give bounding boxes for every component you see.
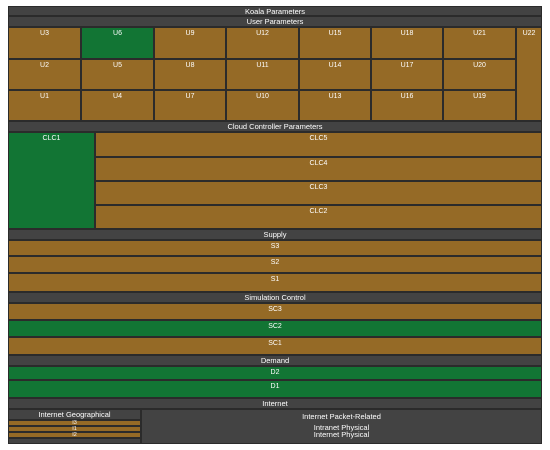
clc-clc3[interactable]: CLC3 <box>95 181 542 205</box>
internet-header-label: Internet <box>262 399 288 408</box>
user-param-u1[interactable]: U1 <box>8 90 81 121</box>
user-param-u9[interactable]: U9 <box>154 27 226 59</box>
user-param-u3-label: U3 <box>40 30 49 37</box>
demand-d2[interactable]: D2 <box>8 366 542 380</box>
demand-d1[interactable]: D1 <box>8 380 542 398</box>
user-param-u11-label: U11 <box>256 62 269 69</box>
user-param-u18[interactable]: U18 <box>371 27 443 59</box>
demand-header: Demand <box>8 355 542 366</box>
user-param-u2[interactable]: U2 <box>8 59 81 90</box>
user-param-u15-label: U15 <box>328 30 342 37</box>
demand-d2-label: D2 <box>270 369 280 376</box>
simulation-sc2-label: SC2 <box>268 323 282 330</box>
user-param-u19[interactable]: U19 <box>443 90 516 121</box>
simulation-sc1-label: SC1 <box>268 340 282 347</box>
clc-clc5[interactable]: CLC5 <box>95 132 542 157</box>
user-param-u15[interactable]: U15 <box>299 27 371 59</box>
internet-packet-item[interactable]: Internet Physical <box>313 430 370 439</box>
supply-s1-label: S1 <box>270 276 280 283</box>
internet-packet-related-title: Internet Packet-Related <box>302 412 381 421</box>
cloud-controller-header-label: Cloud Controller Parameters <box>227 122 323 131</box>
internet-geo-i1-label: I1 <box>72 425 77 432</box>
supply-s2-label: S2 <box>270 259 280 266</box>
clc-clc1[interactable]: CLC1 <box>8 132 95 229</box>
clc-clc2[interactable]: CLC2 <box>95 205 542 229</box>
user-param-u9-label: U9 <box>185 30 195 37</box>
demand-header-label: Demand <box>260 356 290 365</box>
clc-clc2-label: CLC2 <box>309 208 328 215</box>
user-param-u3[interactable]: U3 <box>8 27 81 59</box>
supply-s3[interactable]: S3 <box>8 240 542 256</box>
user-param-u10-label: U10 <box>256 93 269 100</box>
cloud-controller-header: Cloud Controller Parameters <box>8 121 542 132</box>
user-param-u21-label: U21 <box>473 30 486 37</box>
supply-s3-label: S3 <box>270 243 280 250</box>
clc-clc4-label: CLC4 <box>309 160 328 167</box>
user-param-u14-label: U14 <box>328 62 342 69</box>
title-header-label: Koala Parameters <box>244 6 306 16</box>
internet-geographical-header: Internet Geographical <box>8 409 141 420</box>
user-param-u13-label: U13 <box>328 93 342 100</box>
user-param-u5[interactable]: U5 <box>81 59 154 90</box>
title-header: Koala Parameters <box>8 6 542 16</box>
supply-header: Supply <box>8 229 542 240</box>
user-param-u2-label: U2 <box>40 62 49 69</box>
user-param-u17-label: U17 <box>400 62 414 69</box>
user-param-u7[interactable]: U7 <box>154 90 226 121</box>
simulation-sc1[interactable]: SC1 <box>8 337 542 355</box>
user-param-u14[interactable]: U14 <box>299 59 371 90</box>
user-param-u12-label: U12 <box>256 30 269 37</box>
user-param-u19-label: U19 <box>473 93 486 100</box>
demand-d1-label: D1 <box>270 383 280 390</box>
simulation-control-header: Simulation Control <box>8 292 542 303</box>
user-param-u6[interactable]: U6 <box>81 27 154 59</box>
internet-geographical-header-label: Internet Geographical <box>38 410 111 419</box>
simulation-sc3-label: SC3 <box>268 306 282 313</box>
internet-geo-i3-label: I3 <box>72 419 77 426</box>
user-param-u18-label: U18 <box>400 30 414 37</box>
clc-clc3-label: CLC3 <box>309 184 328 191</box>
user-parameters-header-label: User Parameters <box>246 17 304 26</box>
user-param-u12[interactable]: U12 <box>226 27 299 59</box>
user-param-u4[interactable]: U4 <box>81 90 154 121</box>
user-param-u8-label: U8 <box>185 62 195 69</box>
user-param-u16[interactable]: U16 <box>371 90 443 121</box>
clc-clc5-label: CLC5 <box>309 135 328 142</box>
user-param-u13[interactable]: U13 <box>299 90 371 121</box>
internet-geo-remainder <box>8 438 141 444</box>
user-param-u8[interactable]: U8 <box>154 59 226 90</box>
user-param-u11[interactable]: U11 <box>226 59 299 90</box>
simulation-sc3[interactable]: SC3 <box>8 303 542 320</box>
user-parameters-header: User Parameters <box>8 16 542 27</box>
internet-geo-i3[interactable]: I3 <box>8 420 141 426</box>
user-param-u22[interactable]: U22 <box>516 27 542 121</box>
internet-packet-related: Internet Packet-Related Intranet Physical… <box>141 409 542 444</box>
user-param-u7-label: U7 <box>185 93 195 100</box>
user-param-u10[interactable]: U10 <box>226 90 299 121</box>
user-param-u16-label: U16 <box>400 93 414 100</box>
user-param-u20[interactable]: U20 <box>443 59 516 90</box>
internet-packet-item[interactable]: Intranet Physical <box>313 423 370 432</box>
supply-header-label: Supply <box>263 230 287 239</box>
supply-s2[interactable]: S2 <box>8 256 542 273</box>
user-param-u21[interactable]: U21 <box>443 27 516 59</box>
user-param-u22-label: U22 <box>522 30 536 37</box>
clc-clc1-label: CLC1 <box>42 135 61 142</box>
clc-clc4[interactable]: CLC4 <box>95 157 542 181</box>
internet-geo-i2[interactable]: I2 <box>8 432 141 438</box>
user-param-u1-label: U1 <box>40 93 49 100</box>
simulation-sc2[interactable]: SC2 <box>8 320 542 337</box>
internet-geo-i1[interactable]: I1 <box>8 426 141 432</box>
user-param-u6-label: U6 <box>113 30 122 37</box>
internet-header: Internet <box>8 398 542 409</box>
internet-geo-i2-label: I2 <box>72 431 77 438</box>
supply-s1[interactable]: S1 <box>8 273 542 292</box>
simulation-control-header-label: Simulation Control <box>244 293 306 302</box>
user-param-u20-label: U20 <box>473 62 486 69</box>
user-param-u5-label: U5 <box>113 62 122 69</box>
user-param-u17[interactable]: U17 <box>371 59 443 90</box>
user-param-u4-label: U4 <box>113 93 122 100</box>
